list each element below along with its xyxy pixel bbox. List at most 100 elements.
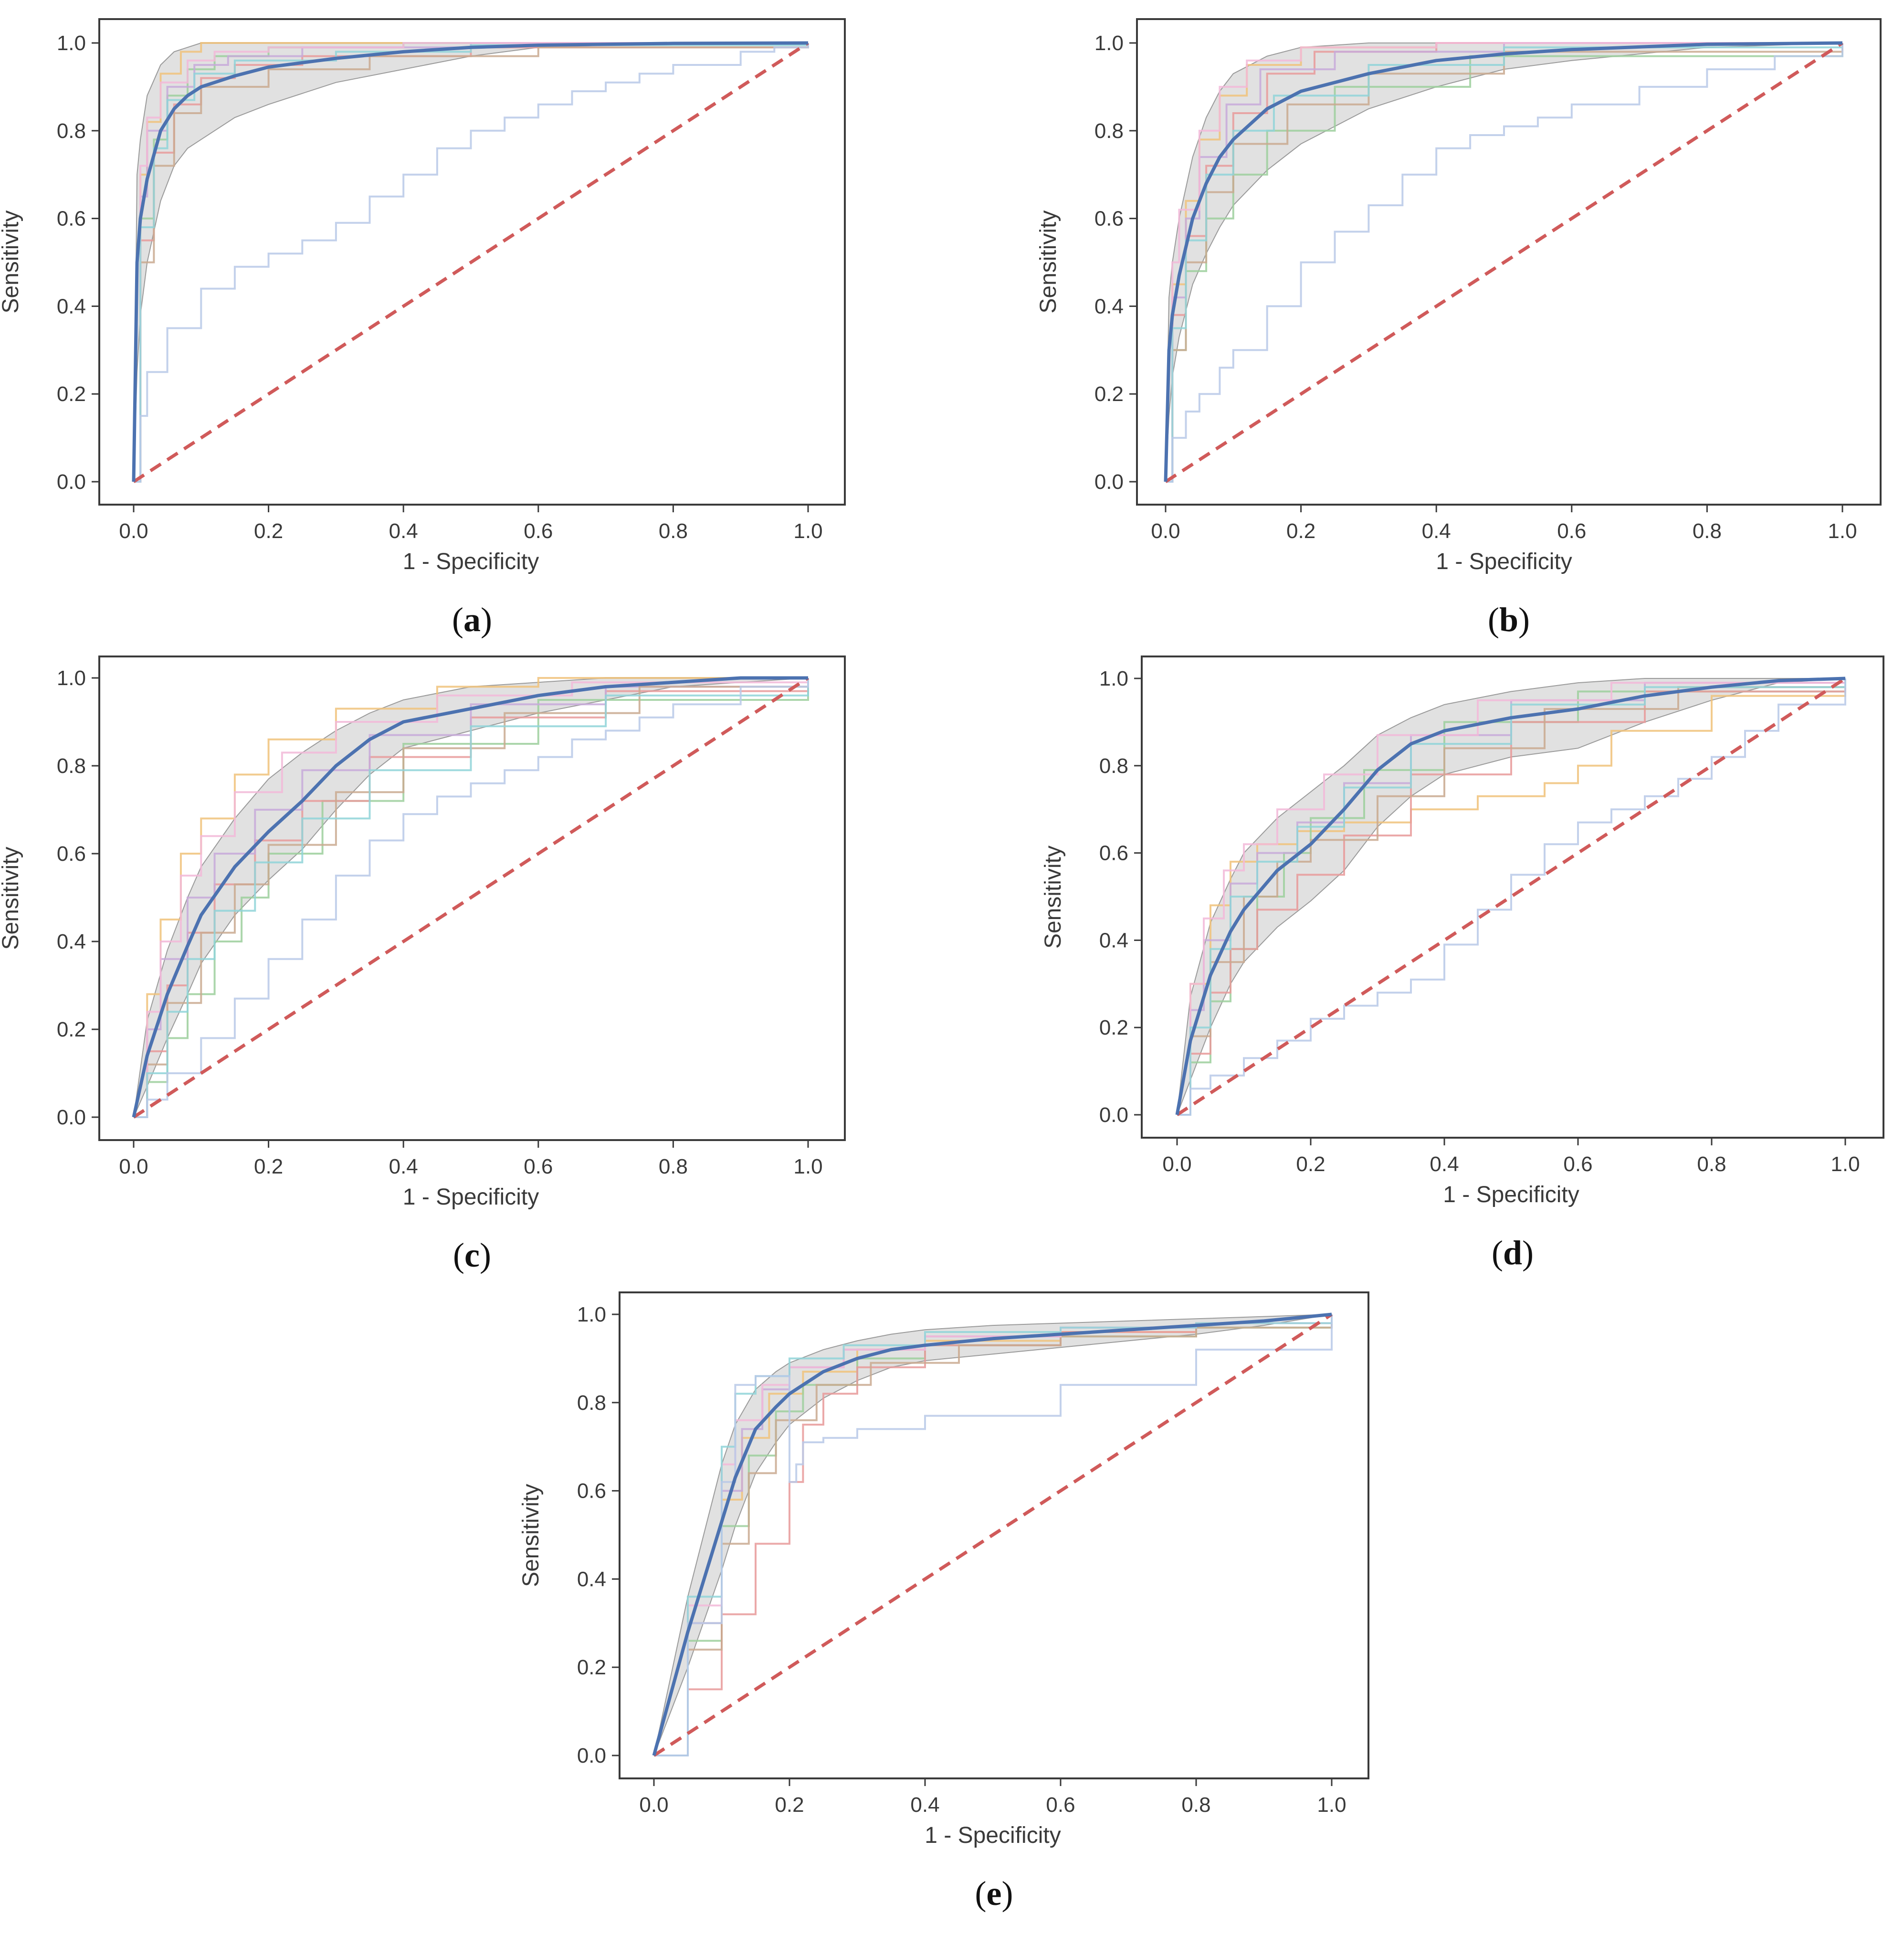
roc-panel-a: 0.0 0.2 0.4 0.6 0.8 1.0 0.0 0.2 0.4 0.6 0.8 1.0 1 - … xyxy=(0,18,846,639)
roc-panel-b: 0.0 0.2 0.4 0.6 0.8 1.0 0.0 0.2 0.4 0.6 0.8 1.0 1 - … xyxy=(1036,18,1882,639)
x-tick-label: 0.8 xyxy=(659,519,688,543)
y-axis-title: Sensitivity xyxy=(518,1484,544,1587)
y-tick-label: 0.2 xyxy=(577,1656,606,1679)
mean-roc-curve xyxy=(1175,677,1846,1115)
panel-caption: (b) xyxy=(1488,601,1530,639)
x-tick-label: 0.4 xyxy=(1422,519,1451,543)
x-tick-label: 1.0 xyxy=(793,1155,822,1178)
roc-panel-d: 0.0 0.2 0.4 0.6 0.8 1.0 0.0 0.2 0.4 0.6 0.8 1.0 1 - … xyxy=(1041,656,1884,1272)
x-tick-label: 0.2 xyxy=(254,519,283,543)
x-tick-label: 1.0 xyxy=(1317,1793,1346,1817)
roc-panel-c: 0.0 0.2 0.4 0.6 0.8 1.0 0.0 0.2 0.4 0.6 0.8 1.0 1 - … xyxy=(0,656,846,1274)
y-tick-label: 0.8 xyxy=(57,754,86,778)
x-tick-label: 0.8 xyxy=(1181,1793,1210,1817)
y-tick-label: 1.0 xyxy=(1099,667,1128,690)
y-tick-label: 0.4 xyxy=(57,295,86,318)
x-tick-label: 1.0 xyxy=(793,519,822,543)
fold-roc-curve-8 xyxy=(1166,43,1843,483)
x-tick-label: 0.0 xyxy=(639,1793,668,1817)
x-tick-label: 1.0 xyxy=(1830,1153,1860,1176)
x-tick-label: 0.0 xyxy=(1162,1153,1191,1176)
y-tick-label: 0.0 xyxy=(57,470,86,494)
y-axis-title: Sensitivity xyxy=(1041,846,1066,949)
y-tick-label: 0.4 xyxy=(57,930,86,953)
fold-roc-curve-6 xyxy=(1177,678,1846,1116)
x-tick-label: 0.0 xyxy=(1151,519,1180,543)
y-tick-label: 0.6 xyxy=(57,842,86,866)
y-tick-label: 0.4 xyxy=(577,1567,606,1591)
y-tick-label: 0.4 xyxy=(1094,295,1124,318)
plot-frame xyxy=(1141,656,1884,1139)
panel-caption: (e) xyxy=(975,1874,1013,1913)
y-tick-label: 0.0 xyxy=(57,1106,86,1129)
y-tick-label: 0.0 xyxy=(577,1744,606,1767)
x-axis-title: 1 - Specificity xyxy=(925,1823,1061,1848)
y-axis-title: Sensitivity xyxy=(0,210,23,313)
panel-caption: (d) xyxy=(1492,1234,1534,1272)
roc-panel-e: 0.0 0.2 0.4 0.6 0.8 1.0 0.0 0.2 0.4 0.6 0.8 1.0 1 - … xyxy=(518,1291,1369,1913)
panel-caption: (a) xyxy=(452,601,492,639)
y-tick-label: 0.8 xyxy=(57,119,86,143)
x-tick-label: 0.2 xyxy=(254,1155,283,1178)
x-axis-title: 1 - Specificity xyxy=(403,549,539,574)
x-tick-label: 0.0 xyxy=(119,1155,148,1178)
y-tick-label: 1.0 xyxy=(57,666,86,690)
y-tick-label: 1.0 xyxy=(577,1303,606,1326)
fold-roc-curve-7 xyxy=(1166,43,1843,483)
y-tick-label: 1.0 xyxy=(1094,32,1124,55)
panel-caption: (c) xyxy=(453,1236,491,1274)
y-tick-label: 0.4 xyxy=(1099,929,1128,952)
mean-roc-curve xyxy=(132,676,808,1118)
fold-roc-curve-8 xyxy=(654,1314,1333,1756)
y-tick-label: 0.6 xyxy=(577,1480,606,1503)
x-tick-label: 0.6 xyxy=(1557,519,1586,543)
x-axis-title: 1 - Specificity xyxy=(1443,1182,1579,1207)
y-tick-label: 0.2 xyxy=(1094,382,1124,406)
x-tick-label: 0.8 xyxy=(1697,1153,1726,1176)
fold-roc-curve-6 xyxy=(1166,42,1842,483)
fold-roc-curve-7 xyxy=(134,678,809,1118)
fold-roc-curve-1 xyxy=(134,42,808,483)
plot-frame xyxy=(619,1291,1369,1779)
plot-frame xyxy=(98,656,846,1141)
x-tick-label: 0.6 xyxy=(1563,1153,1592,1176)
fold-roc-curve-7 xyxy=(134,43,809,483)
fold-roc-curve-8 xyxy=(134,43,809,483)
chance-line xyxy=(1176,677,1846,1116)
y-tick-label: 0.0 xyxy=(1094,470,1124,494)
x-tick-label: 0.2 xyxy=(1296,1153,1325,1176)
y-tick-label: 0.8 xyxy=(1099,754,1128,778)
y-tick-label: 0.8 xyxy=(577,1391,606,1415)
y-tick-label: 0.2 xyxy=(57,1018,86,1041)
fold-roc-curve-4 xyxy=(1166,42,1842,483)
x-tick-label: 0.2 xyxy=(775,1793,804,1817)
y-axis-title: Sensitivity xyxy=(0,846,23,950)
y-tick-label: 0.2 xyxy=(57,382,86,406)
x-tick-label: 0.8 xyxy=(1693,519,1722,543)
x-axis-title: 1 - Specificity xyxy=(403,1184,539,1210)
x-tick-label: 0.2 xyxy=(1286,519,1315,543)
y-tick-label: 0.0 xyxy=(1099,1103,1128,1127)
plot-frame xyxy=(98,18,846,506)
chance-line xyxy=(133,677,809,1119)
x-tick-label: 0.6 xyxy=(524,519,553,543)
y-tick-label: 0.2 xyxy=(1099,1016,1128,1039)
x-tick-label: 0.8 xyxy=(659,1155,688,1178)
x-tick-label: 0.6 xyxy=(1046,1793,1075,1817)
y-tick-label: 0.6 xyxy=(1099,842,1128,865)
x-tick-label: 0.4 xyxy=(389,519,418,543)
mean-roc-curve xyxy=(652,1312,1332,1756)
x-tick-label: 0.6 xyxy=(524,1155,553,1178)
x-tick-label: 0.0 xyxy=(119,519,148,543)
x-tick-label: 0.4 xyxy=(1430,1153,1459,1176)
x-axis-title: 1 - Specificity xyxy=(1436,549,1572,574)
plot-frame xyxy=(1136,18,1882,506)
x-tick-label: 0.4 xyxy=(389,1155,418,1178)
y-tick-label: 1.0 xyxy=(57,32,86,55)
mean-roc-curve xyxy=(1164,41,1843,482)
y-tick-label: 0.8 xyxy=(1094,119,1124,143)
fold-roc-curve-6 xyxy=(134,42,808,483)
y-axis-title: Sensitivity xyxy=(1036,210,1061,313)
x-tick-label: 1.0 xyxy=(1828,519,1857,543)
